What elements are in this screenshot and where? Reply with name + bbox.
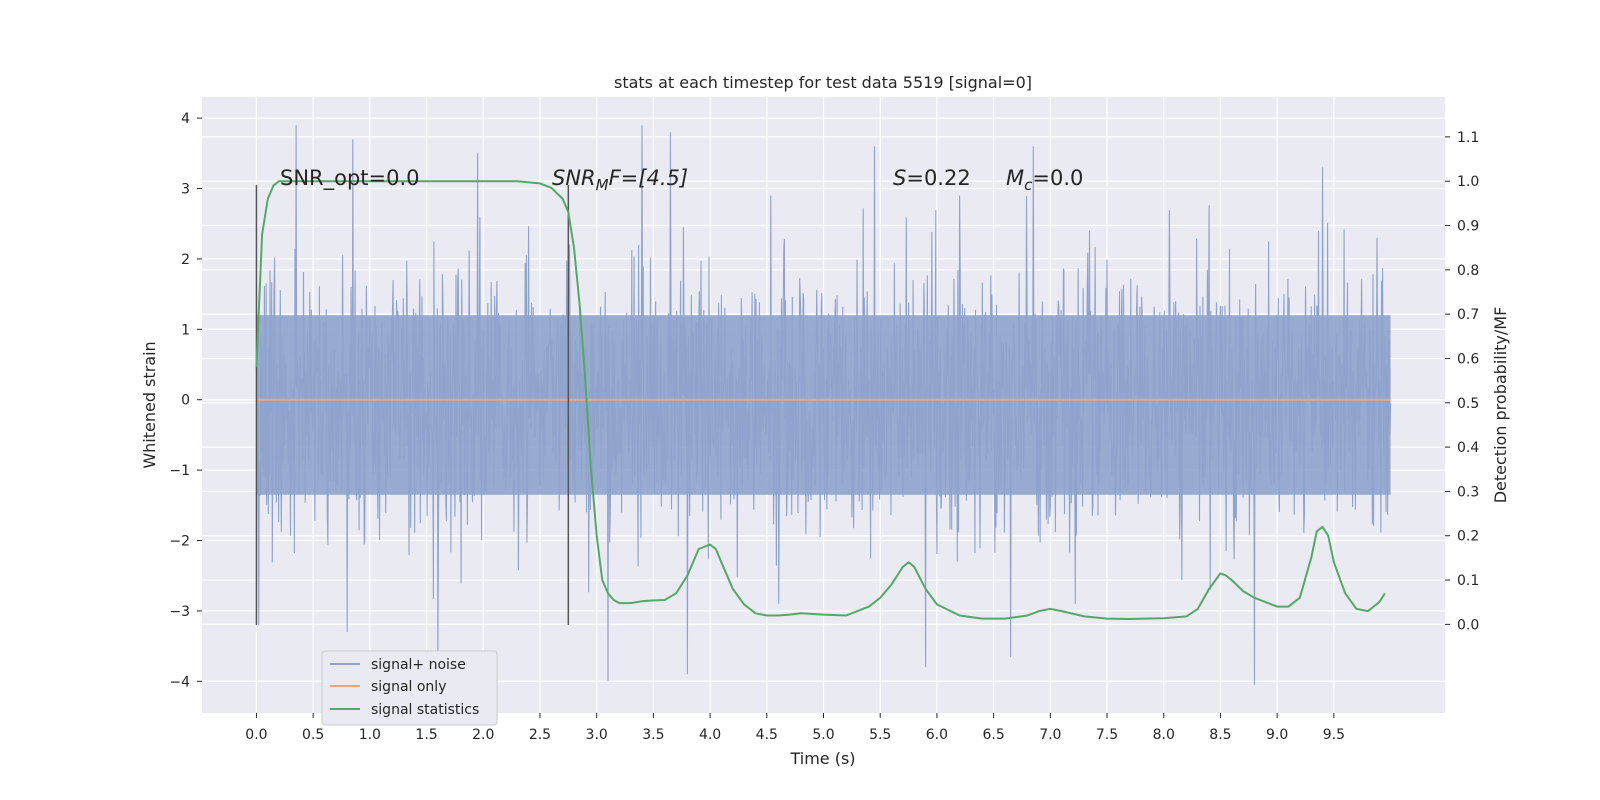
signal-noise-line bbox=[255, 125, 1392, 685]
y-right-tick-label: 0.8 bbox=[1457, 263, 1479, 279]
y-right-tick-label: 0.2 bbox=[1457, 529, 1479, 545]
y-right-tick-label: 0.4 bbox=[1457, 440, 1479, 456]
x-tick-label: 8.5 bbox=[1209, 727, 1231, 743]
x-axis-ticks: 0.0 0.5 1.0 1.5 2.0 2.5 3.0 3.5 4.0 4.5 5.0 5.5 6.0 6… bbox=[245, 713, 1345, 743]
y-left-tick-label: −4 bbox=[169, 674, 190, 690]
legend-label-signal-statistics: signal statistics bbox=[371, 702, 479, 718]
y-right-tick-label: 0.5 bbox=[1457, 396, 1479, 412]
x-tick-label: 3.5 bbox=[642, 727, 664, 743]
annotation-snr-mf: SNRMF=[4.5] bbox=[552, 166, 688, 194]
y-right-tick-label: 1.1 bbox=[1457, 130, 1479, 146]
y-left-tick-label: 3 bbox=[181, 182, 190, 198]
y-right-axis-ticks: 1.1 1.0 0.9 0.8 0.7 0.6 0.5 0.4 0.3 0.2 0.1 0.0 bbox=[1445, 130, 1479, 633]
x-tick-label: 9.0 bbox=[1266, 727, 1288, 743]
x-tick-label: 8.0 bbox=[1153, 727, 1175, 743]
y-left-tick-label: −3 bbox=[169, 604, 190, 620]
x-tick-label: 2.5 bbox=[529, 727, 551, 743]
legend-label-signal-only: signal only bbox=[371, 679, 446, 695]
y-left-axis-label: Whitened strain bbox=[140, 341, 159, 468]
x-tick-label: 2.0 bbox=[472, 727, 494, 743]
x-axis-label: Time (s) bbox=[789, 749, 855, 768]
y-right-tick-label: 0.7 bbox=[1457, 307, 1479, 323]
y-left-axis-ticks: 4 3 2 1 0 −1 −2 −3 −4 bbox=[169, 111, 202, 690]
y-left-tick-label: 2 bbox=[181, 252, 190, 268]
x-tick-label: 1.5 bbox=[415, 727, 437, 743]
x-tick-label: 0.0 bbox=[245, 727, 267, 743]
annotation-mc: Mc=0.0 bbox=[1006, 166, 1083, 194]
annotation-s: S=0.22 bbox=[893, 166, 971, 190]
y-right-tick-label: 0.1 bbox=[1457, 573, 1479, 589]
annotation-s-rest: =0.22 bbox=[906, 166, 970, 190]
y-right-tick-label: 0.9 bbox=[1457, 219, 1479, 235]
annotation-snr-mf-main: SNR bbox=[552, 166, 596, 190]
annotation-snr-opt: SNR_opt=0.0 bbox=[280, 166, 420, 191]
x-tick-label: 0.5 bbox=[302, 727, 324, 743]
legend-box bbox=[321, 650, 498, 726]
y-right-tick-label: 0.6 bbox=[1457, 351, 1479, 367]
annotation-snr-mf-sub: M bbox=[596, 176, 609, 194]
y-right-tick-label: 0.0 bbox=[1457, 617, 1479, 633]
signal-statistics-series bbox=[255, 180, 1386, 620]
y-right-axis-label: Detection probability/MF bbox=[1491, 307, 1510, 504]
x-tick-label: 5.0 bbox=[812, 727, 834, 743]
y-left-tick-label: 4 bbox=[181, 111, 190, 127]
annotation-mc-sub: c bbox=[1024, 176, 1033, 194]
chart-title: stats at each timestep for test data 551… bbox=[614, 73, 1032, 92]
vertical-markers bbox=[255, 185, 570, 625]
x-tick-label: 9.5 bbox=[1323, 727, 1345, 743]
x-tick-label: 6.0 bbox=[926, 727, 948, 743]
x-tick-label: 7.0 bbox=[1039, 727, 1061, 743]
annotation-mc-rest: =0.0 bbox=[1032, 166, 1083, 190]
signal-noise-series bbox=[255, 125, 1392, 685]
x-tick-label: 4.5 bbox=[756, 727, 778, 743]
legend-label-signal-noise: signal+ noise bbox=[371, 657, 466, 673]
annotation-snr-mf-rest: F=[4.5] bbox=[609, 166, 688, 190]
x-tick-label: 1.0 bbox=[359, 727, 381, 743]
legend: signal+ noise signal only signal statist… bbox=[321, 650, 498, 726]
x-tick-label: 7.5 bbox=[1096, 727, 1118, 743]
y-right-tick-label: 1.0 bbox=[1457, 174, 1479, 190]
y-left-tick-label: 0 bbox=[181, 393, 190, 409]
annotation-s-main: S bbox=[893, 166, 906, 190]
y-right-tick-label: 0.3 bbox=[1457, 484, 1479, 500]
y-left-tick-label: 1 bbox=[181, 322, 190, 338]
x-tick-label: 5.5 bbox=[869, 727, 891, 743]
y-left-tick-label: −2 bbox=[169, 534, 190, 550]
x-tick-label: 6.5 bbox=[982, 727, 1004, 743]
signal-statistics-line bbox=[255, 180, 1386, 620]
annotation-mc-main: M bbox=[1006, 166, 1024, 190]
x-tick-label: 3.0 bbox=[586, 727, 608, 743]
y-left-tick-label: −1 bbox=[169, 463, 190, 479]
x-tick-label: 4.0 bbox=[699, 727, 721, 743]
